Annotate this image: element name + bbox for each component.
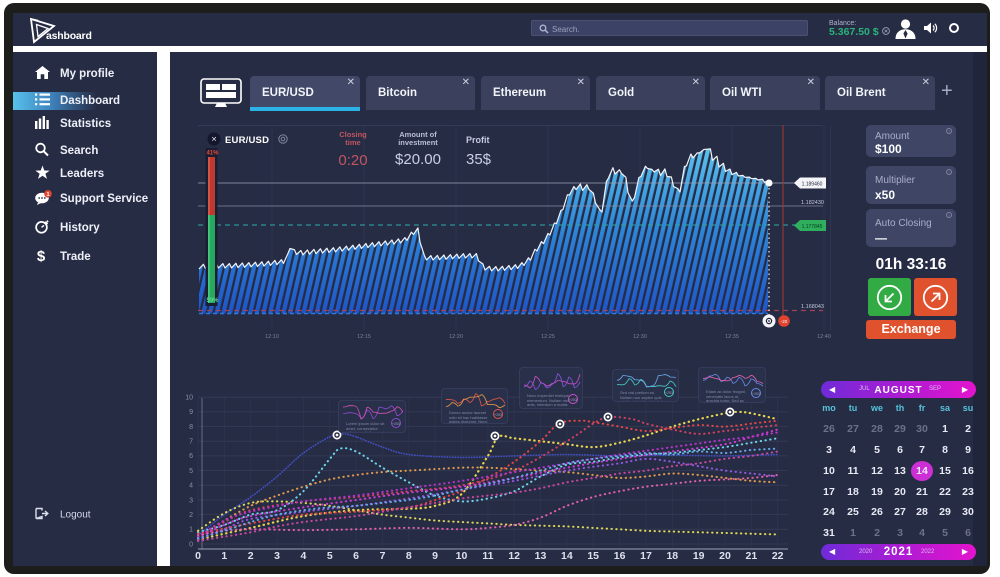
svg-text:6: 6: [353, 550, 359, 562]
svg-text:0: 0: [189, 541, 193, 548]
svg-text:✕: ✕: [211, 137, 217, 144]
svg-text:2: 2: [189, 512, 193, 519]
svg-text:1.182430: 1.182430: [801, 200, 824, 206]
svg-text:12:40: 12:40: [817, 334, 831, 340]
svg-text:9: 9: [189, 409, 193, 416]
svg-text:1: 1: [221, 550, 227, 562]
svg-text:4: 4: [300, 550, 306, 562]
svg-text:3: 3: [189, 497, 193, 504]
svg-text:12:10: 12:10: [265, 334, 279, 340]
svg-text:15: 15: [587, 550, 599, 562]
svg-text:$: $: [37, 248, 46, 264]
svg-text:10: 10: [456, 550, 468, 562]
svg-text:5: 5: [189, 468, 193, 475]
svg-text:7: 7: [189, 439, 193, 446]
svg-text:6: 6: [189, 453, 193, 460]
svg-text:1.189460: 1.189460: [802, 182, 823, 188]
svg-text:5: 5: [327, 550, 333, 562]
svg-text:1: 1: [189, 527, 193, 534]
svg-text:12:15: 12:15: [357, 334, 371, 340]
svg-text:0: 0: [195, 550, 201, 562]
svg-text:7: 7: [380, 550, 386, 562]
svg-text:10: 10: [185, 395, 193, 402]
svg-text:21: 21: [746, 550, 758, 562]
svg-text:41%: 41%: [207, 151, 220, 157]
svg-text:1: 1: [46, 191, 49, 197]
svg-text:13: 13: [535, 550, 547, 562]
svg-text:22: 22: [772, 550, 784, 562]
svg-text:8: 8: [189, 424, 193, 431]
svg-text:12:25: 12:25: [541, 334, 555, 340]
svg-text:8: 8: [406, 550, 412, 562]
svg-text:12: 12: [508, 550, 520, 562]
svg-text:-20: -20: [781, 319, 788, 324]
svg-text:2: 2: [248, 550, 254, 562]
svg-text:9: 9: [432, 550, 438, 562]
svg-text:12:20: 12:20: [449, 334, 463, 340]
svg-text:4: 4: [189, 483, 193, 490]
svg-text:12:30: 12:30: [633, 334, 647, 340]
svg-text:1.177845: 1.177845: [802, 224, 823, 230]
svg-text:20: 20: [719, 550, 731, 562]
svg-text:17: 17: [640, 550, 652, 562]
svg-text:16: 16: [614, 550, 626, 562]
svg-text:11: 11: [482, 550, 493, 562]
svg-text:3: 3: [274, 550, 280, 562]
svg-text:1.168043: 1.168043: [801, 304, 824, 310]
svg-text:12:35: 12:35: [725, 334, 739, 340]
svg-text:59%: 59%: [207, 298, 220, 304]
svg-text:19: 19: [693, 550, 705, 562]
svg-text:14: 14: [561, 550, 573, 562]
svg-text:18: 18: [666, 550, 678, 562]
